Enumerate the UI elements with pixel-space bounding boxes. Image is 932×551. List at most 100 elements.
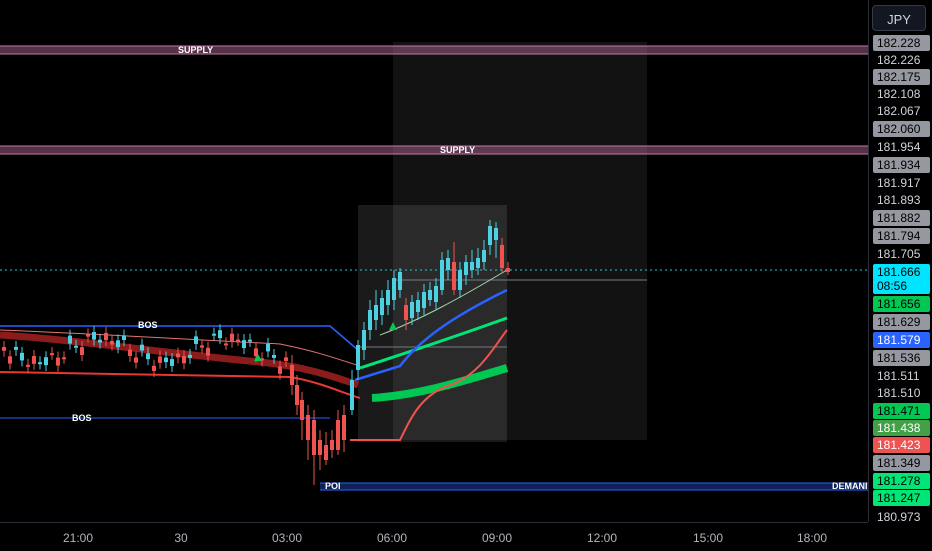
ma-green-thick bbox=[371, 364, 509, 402]
candle bbox=[128, 349, 132, 357]
candle bbox=[272, 355, 276, 358]
candle bbox=[134, 357, 138, 363]
candle bbox=[188, 354, 192, 358]
ma-red-band bbox=[0, 331, 360, 389]
price-tag: 182.175 bbox=[873, 69, 930, 85]
price-tag: 181.349 bbox=[873, 455, 930, 471]
price-tag: 181.917 bbox=[877, 176, 921, 190]
candle bbox=[98, 339, 102, 343]
price-tag: 182.108 bbox=[877, 87, 921, 101]
poi-label: POI bbox=[325, 481, 341, 491]
candle bbox=[200, 345, 204, 348]
candle bbox=[488, 226, 492, 245]
candle bbox=[306, 415, 310, 440]
candle bbox=[362, 330, 366, 350]
candle bbox=[422, 292, 426, 308]
candle bbox=[342, 415, 346, 440]
ma-green-mid bbox=[359, 316, 508, 370]
candle bbox=[318, 440, 322, 455]
price-axis[interactable]: 182.228 182.226 182.175 182.108 182.067 182.0… bbox=[868, 0, 932, 524]
price-tag: 181.438 bbox=[873, 420, 930, 436]
price-tag: 182.067 bbox=[877, 104, 921, 118]
time-tick-label: 06:00 bbox=[376, 531, 408, 545]
candle bbox=[20, 352, 24, 361]
currency-button[interactable]: JPY bbox=[872, 5, 926, 31]
candle bbox=[152, 365, 156, 371]
price-chart[interactable] bbox=[0, 0, 868, 522]
candle bbox=[312, 420, 316, 455]
price-tag: 181.882 bbox=[873, 210, 930, 226]
price-tag: 181.954 bbox=[877, 140, 921, 154]
candle bbox=[86, 334, 90, 337]
candle bbox=[80, 347, 84, 355]
candle bbox=[350, 380, 354, 410]
candle bbox=[248, 339, 252, 342]
candle bbox=[404, 305, 408, 320]
candle bbox=[146, 353, 150, 360]
candle bbox=[506, 268, 510, 272]
time-tick-label: 18:00 bbox=[796, 531, 828, 545]
candle bbox=[368, 310, 372, 330]
candle bbox=[254, 348, 258, 357]
candle bbox=[380, 298, 384, 315]
candle bbox=[50, 353, 54, 356]
price-tag: 182.228 bbox=[873, 35, 930, 51]
price-tag: 181.893 bbox=[877, 193, 921, 207]
price-tag: 181.934 bbox=[873, 157, 930, 173]
bos-line-upper bbox=[0, 325, 359, 351]
candle bbox=[374, 305, 378, 320]
ma-blue bbox=[354, 288, 508, 382]
price-tag: 181.656 bbox=[873, 296, 930, 312]
candle bbox=[218, 330, 222, 339]
candle bbox=[356, 345, 360, 370]
candle bbox=[170, 359, 174, 366]
supply-zone-upper bbox=[0, 46, 868, 54]
price-tag: 181.629 bbox=[873, 314, 930, 330]
candle bbox=[494, 228, 498, 240]
candle bbox=[452, 262, 456, 290]
candle bbox=[236, 339, 240, 342]
price-tag: 08:56 bbox=[873, 278, 930, 294]
candle bbox=[300, 400, 304, 420]
candle bbox=[398, 272, 402, 290]
price-tag: 181.511 bbox=[877, 369, 920, 383]
candle bbox=[410, 302, 414, 318]
time-tick-label: 03:00 bbox=[271, 531, 303, 545]
price-tag: 181.471 bbox=[873, 403, 930, 419]
time-tick-label: 15:00 bbox=[692, 531, 724, 545]
time-axis[interactable]: 21:00 30 03:00 06:00 09:00 12:00 15:00 18:00 bbox=[0, 522, 868, 551]
price-tag: 180.973 bbox=[877, 510, 921, 524]
time-tick-label: 30 bbox=[174, 531, 188, 545]
candle bbox=[182, 356, 186, 364]
candle bbox=[500, 245, 504, 268]
candle bbox=[8, 356, 12, 364]
supply-zone-lower bbox=[0, 146, 868, 154]
candle bbox=[176, 353, 180, 358]
candle bbox=[386, 290, 390, 305]
price-tag: 181.579 bbox=[873, 332, 930, 348]
candle bbox=[260, 358, 264, 361]
candle bbox=[44, 357, 48, 366]
candle bbox=[38, 362, 42, 365]
price-tag: 181.247 bbox=[873, 490, 930, 506]
ma-red-right bbox=[350, 329, 508, 441]
candle bbox=[434, 286, 438, 302]
price-tag: 181.510 bbox=[877, 386, 921, 400]
buy-marker bbox=[389, 322, 397, 330]
candle bbox=[110, 340, 114, 345]
price-tag: 181.536 bbox=[873, 350, 930, 366]
candle bbox=[212, 333, 216, 336]
buy-marker bbox=[254, 354, 262, 361]
candle bbox=[62, 357, 66, 360]
candle bbox=[122, 335, 126, 341]
candle bbox=[464, 262, 468, 275]
range-box-large bbox=[393, 42, 647, 440]
price-tag: 181.423 bbox=[873, 437, 930, 453]
ma-red-thin-1 bbox=[0, 329, 361, 367]
price-tag: 181.278 bbox=[873, 473, 930, 489]
time-tick-label: 12:00 bbox=[586, 531, 618, 545]
price-tag: 182.226 bbox=[877, 53, 921, 67]
candle bbox=[440, 260, 444, 290]
candle bbox=[206, 347, 210, 356]
supply-label-lower: SUPPLY bbox=[440, 145, 476, 155]
